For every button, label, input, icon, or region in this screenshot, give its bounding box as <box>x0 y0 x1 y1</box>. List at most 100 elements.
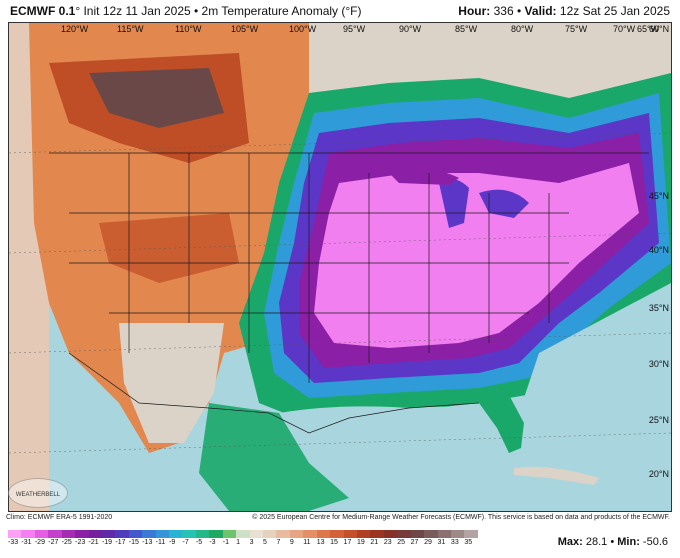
colorbar-swatch <box>437 530 451 538</box>
colorbar-tick: 13 <box>316 539 325 546</box>
colorbar-swatch <box>115 530 129 538</box>
colorbar-swatch <box>75 530 89 538</box>
colorbar-swatch <box>383 530 398 538</box>
model-name: ECMWF 0.1 <box>10 4 76 18</box>
lat-label: 35°N <box>648 303 669 313</box>
colorbar-swatch <box>182 530 196 538</box>
min-value: -50.6 <box>642 536 668 548</box>
colorbar-tick: -33 <box>8 539 19 546</box>
colorbar-swatches <box>8 530 478 538</box>
colorbar-tick: -17 <box>115 539 126 546</box>
max-value: 28.1 <box>585 536 608 548</box>
colorbar-swatch <box>450 530 465 538</box>
header-bar: ECMWF 0.1° Init 12z 11 Jan 2025 • 2m Tem… <box>0 0 680 22</box>
lon-label: 95°W <box>343 24 366 34</box>
colorbar-swatch <box>289 530 304 538</box>
colorbar-swatch <box>21 530 35 538</box>
lon-label: 60°N <box>649 24 670 34</box>
valid-value: 12z Sat 25 Jan 2025 <box>559 4 670 18</box>
colorbar-swatch <box>464 530 478 538</box>
separator-dot: • <box>517 4 522 18</box>
colorbar-tick: 29 <box>424 539 432 546</box>
colorbar-tick: 7 <box>276 539 281 546</box>
lon-label: 70°W <box>613 24 636 34</box>
colorbar-swatch <box>195 530 210 538</box>
lon-label: 75°W <box>565 24 588 34</box>
colorbar-tick: -5 <box>195 539 203 546</box>
colorbar-swatch <box>88 530 102 538</box>
hour-value: 336 <box>493 4 514 18</box>
mexico-region <box>199 403 349 511</box>
colorbar-tick: 5 <box>263 539 267 546</box>
colorbar-tick: -11 <box>155 539 166 546</box>
model-title: ECMWF 0.1° Init 12z 11 Jan 2025 • 2m Tem… <box>10 4 362 18</box>
colorbar-tick: 31 <box>437 539 446 546</box>
colorbar-tick: 11 <box>303 539 311 546</box>
lat-label: 45°N <box>648 191 669 201</box>
colorbar-tick: -7 <box>182 539 189 546</box>
colorbar-tick: 21 <box>370 539 379 546</box>
colorbar-tick: 33 <box>450 539 459 546</box>
logo-mark: WEATHERBELL <box>16 492 61 498</box>
colorbar-tick: -27 <box>48 539 59 546</box>
lon-label: 100°W <box>289 24 317 34</box>
lake-michigan <box>439 179 469 228</box>
climo-note: Climo: ECMWF ERA-5 1991-2020 <box>6 514 113 521</box>
colorbar-tick: -19 <box>101 539 113 546</box>
colorbar-swatch <box>34 530 49 538</box>
gulf-of-mexico <box>279 406 514 493</box>
lat-label: 25°N <box>648 415 669 425</box>
max-min-readout: Max: 28.1 • Min: -50.6 <box>558 536 668 548</box>
lat-label: 30°N <box>648 359 669 369</box>
graticule <box>9 132 671 454</box>
min-label: Min: <box>617 536 640 548</box>
colorbar-swatch <box>222 530 237 538</box>
atlantic-ocean <box>509 283 671 511</box>
colorbar-swatch <box>236 530 250 538</box>
valid-info: Hour: 336 • Valid: 12z Sat 25 Jan 2025 <box>458 4 670 18</box>
lon-label: 115°W <box>117 24 144 34</box>
colorbar-swatch <box>128 530 143 538</box>
lon-label: 90°W <box>399 24 422 34</box>
colorbar-swatch <box>8 530 22 538</box>
colorbar-swatch <box>155 530 170 538</box>
cuba <box>514 466 599 485</box>
colorbar-swatch <box>424 530 438 538</box>
colorbar-tick: -31 <box>21 539 32 546</box>
colorbar-swatch <box>142 530 156 538</box>
lon-label: 105°W <box>231 24 259 34</box>
colorbar-swatch <box>209 530 223 538</box>
colorbar-tick: 23 <box>383 539 392 546</box>
colorbar-swatch <box>263 530 277 538</box>
colorbar-swatch <box>316 530 331 538</box>
lat-label: 40°N <box>648 245 669 255</box>
colorbar-swatch <box>249 530 264 538</box>
anomaly-map[interactable]: 120°W 115°W 110°W 105°W 100°W 95°W 90°W … <box>8 22 672 512</box>
colorbar-tick: 25 <box>397 539 406 546</box>
extreme-cold-core <box>314 163 639 348</box>
colorbar-swatch <box>276 530 290 538</box>
lon-label: 80°W <box>511 24 534 34</box>
colorbar-legend: -33 -31 -29 -27 -25 -23 -21 -19 -17 -15 -13 -11 -9 -7… <box>8 530 478 556</box>
colorbar-tick: 3 <box>249 539 254 546</box>
colorbar-tick: -15 <box>128 539 139 546</box>
colorbar-tick: 9 <box>289 539 294 546</box>
colorbar-swatch <box>370 530 384 538</box>
us-mexico-gulf-border <box>68 352 480 434</box>
colorbar-tick: -9 <box>169 539 176 546</box>
latitude-lines <box>9 132 671 454</box>
colorbar-swatch <box>356 530 371 538</box>
valid-label: Valid: <box>524 4 557 18</box>
colorbar-tick: -21 <box>88 539 99 546</box>
weatherbell-logo: WEATHERBELL <box>8 478 68 508</box>
lon-label: 65°W <box>637 24 660 34</box>
hot-core <box>89 68 224 128</box>
lake-huron <box>479 189 529 218</box>
colorbar-swatch <box>101 530 116 538</box>
colorbar-tick: -13 <box>142 539 153 546</box>
hour-label: Hour: <box>458 4 491 18</box>
colorbar-swatch <box>48 530 62 538</box>
southwest-mild <box>119 323 224 443</box>
lon-label: 85°W <box>455 24 478 34</box>
